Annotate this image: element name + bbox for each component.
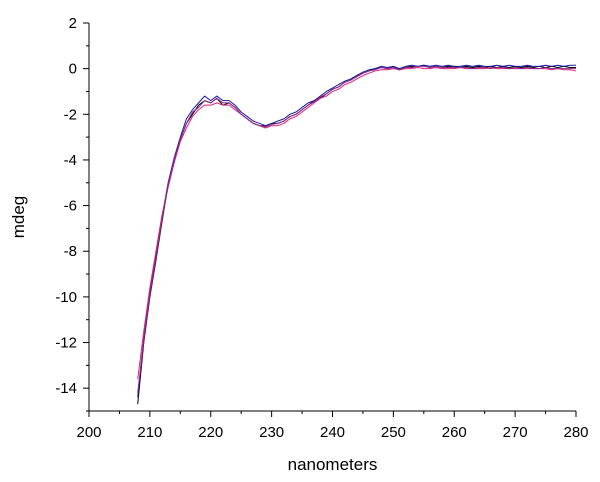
x-tick-label: 250 bbox=[381, 424, 406, 441]
y-tick-label: -14 bbox=[55, 380, 77, 397]
y-tick-label: -10 bbox=[55, 289, 77, 306]
y-tick-label: -2 bbox=[64, 106, 77, 123]
y-axis-title: mdeg bbox=[9, 196, 28, 239]
series-line-3 bbox=[137, 67, 577, 380]
x-tick-label: 280 bbox=[563, 424, 588, 441]
x-ticks: 200 210 220 230 240 250 260 270 280 bbox=[76, 411, 589, 441]
y-ticks: 2 0 -2 -4 -6 -8 -10 -12 -14 bbox=[55, 15, 89, 412]
series-line-4 bbox=[137, 65, 576, 393]
y-tick-label: -6 bbox=[64, 198, 77, 215]
plot-series bbox=[137, 64, 577, 405]
x-tick-label: 270 bbox=[503, 424, 528, 441]
series-line-1 bbox=[137, 64, 576, 405]
y-tick-label: -8 bbox=[64, 243, 77, 260]
x-tick-label: 210 bbox=[137, 424, 162, 441]
y-tick-label: 0 bbox=[69, 61, 77, 78]
y-tick-label: -4 bbox=[64, 152, 77, 169]
series-line-2 bbox=[137, 64, 576, 398]
axes: 2 0 -2 -4 -6 -8 -10 -12 -14 200 210 220 230 240 250 26… bbox=[55, 15, 588, 441]
x-tick-label: 200 bbox=[76, 424, 101, 441]
x-tick-label: 230 bbox=[259, 424, 284, 441]
x-tick-label: 260 bbox=[442, 424, 467, 441]
x-axis-title: nanometers bbox=[288, 455, 378, 474]
y-tick-label: 2 bbox=[69, 15, 77, 32]
x-tick-label: 220 bbox=[198, 424, 223, 441]
x-tick-label: 240 bbox=[320, 424, 345, 441]
y-tick-label: -12 bbox=[55, 335, 77, 352]
